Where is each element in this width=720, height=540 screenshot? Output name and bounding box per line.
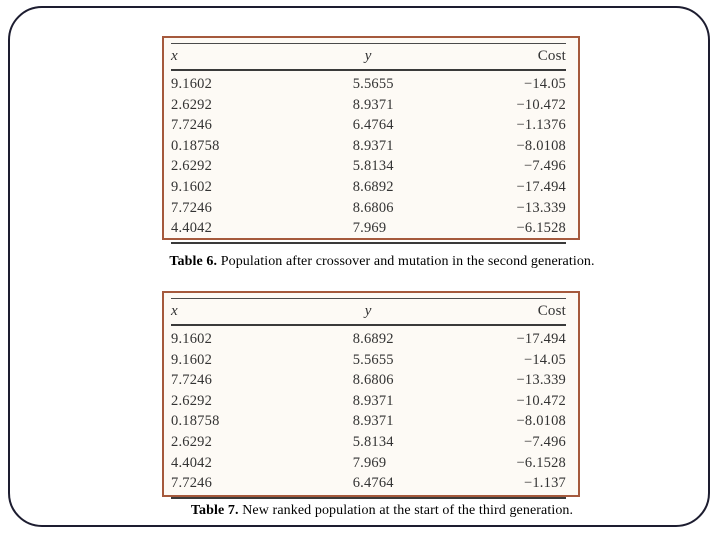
table6-caption: Table 6. Population after crossover and … xyxy=(40,254,720,270)
cell-y: 6.4764 xyxy=(352,117,394,134)
table6-caption-label: Table 6. xyxy=(169,254,218,269)
cell-x: 2.6292 xyxy=(171,96,213,113)
table6-scan-image: x y Cost 9.1602 5.5655 −14.05 2.6292 8.9… xyxy=(162,36,580,244)
table-row: 0.18758 8.9371 −8.0108 xyxy=(171,411,566,432)
cell-x: 0.18758 xyxy=(171,413,220,430)
cell-y: 7.969 xyxy=(352,454,387,471)
cell-y: 8.9371 xyxy=(352,137,394,154)
table6-header-y: y xyxy=(352,43,487,71)
table7-header-y: y xyxy=(352,298,487,326)
cell-y: 8.6806 xyxy=(352,199,394,216)
cell-cost: −14.05 xyxy=(523,76,566,93)
cell-x: 9.1602 xyxy=(171,351,213,368)
cell-y: 8.6892 xyxy=(352,179,394,196)
cell-y: 8.9371 xyxy=(352,392,394,409)
cell-cost: −6.1528 xyxy=(486,218,566,244)
cell-cost: −8.0108 xyxy=(516,413,566,430)
table6-header-x: x xyxy=(171,43,353,71)
table7-header-row: x y Cost xyxy=(171,298,566,326)
cell-cost: −13.339 xyxy=(516,372,566,389)
cell-cost: −17.494 xyxy=(516,179,566,196)
cell-y: 5.5655 xyxy=(352,76,394,93)
table-row: 9.1602 8.6892 −17.494 xyxy=(171,177,566,198)
cell-x: 4.4042 xyxy=(171,218,353,244)
cell-cost: −7.496 xyxy=(523,434,566,451)
table-row: 7.7246 8.6806 −13.339 xyxy=(171,370,566,391)
cell-y: 8.9371 xyxy=(352,96,394,113)
cell-x: 9.1602 xyxy=(171,76,213,93)
table-row: 2.6292 8.9371 −10.472 xyxy=(171,391,566,412)
table-row: 2.6292 5.8134 −7.496 xyxy=(171,432,566,453)
table-row: 9.1602 8.6892 −17.494 xyxy=(171,325,566,350)
cell-cost: −10.472 xyxy=(516,392,566,409)
cell-cost: −14.05 xyxy=(523,351,566,368)
cell-x: 4.4042 xyxy=(171,454,213,471)
table-row: 7.7246 6.4764 −1.1376 xyxy=(171,115,566,136)
table-row: 4.4042 7.969 −6.1528 xyxy=(171,453,566,474)
table7-caption-text: New ranked population at the start of th… xyxy=(242,503,574,518)
cell-cost: −1.1376 xyxy=(516,117,566,134)
table7-scan-image: x y Cost 9.1602 8.6892 −17.494 9.1602 5.… xyxy=(162,291,580,499)
cell-x: 7.7246 xyxy=(171,372,213,389)
table7: x y Cost 9.1602 8.6892 −17.494 9.1602 5.… xyxy=(171,298,566,499)
table-row: 9.1602 5.5655 −14.05 xyxy=(171,70,566,95)
cell-cost: −7.496 xyxy=(523,158,566,175)
table7-caption-label: Table 7. xyxy=(190,503,239,518)
cell-x: 7.7246 xyxy=(171,473,353,499)
table-row: 4.4042 7.969 −6.1528 xyxy=(171,218,566,244)
table6-header-row: x y Cost xyxy=(171,43,566,71)
cell-y: 8.6892 xyxy=(352,331,394,348)
slide-border xyxy=(8,6,710,527)
cell-y: 5.5655 xyxy=(352,351,394,368)
cell-x: 2.6292 xyxy=(171,434,213,451)
cell-cost: −8.0108 xyxy=(516,137,566,154)
cell-cost: −1.137 xyxy=(486,473,566,499)
table7-header-x: x xyxy=(171,298,353,326)
table-row: 0.18758 8.9371 −8.0108 xyxy=(171,136,566,157)
cell-cost: −13.339 xyxy=(516,199,566,216)
table-row: 7.7246 6.4764 −1.137 xyxy=(171,473,566,499)
cell-x: 2.6292 xyxy=(171,158,213,175)
cell-x: 0.18758 xyxy=(171,137,220,154)
table7-header-cost: Cost xyxy=(486,298,566,326)
cell-cost: −10.472 xyxy=(516,96,566,113)
table6: x y Cost 9.1602 5.5655 −14.05 2.6292 8.9… xyxy=(171,43,566,244)
cell-x: 7.7246 xyxy=(171,117,213,134)
cell-cost: −6.1528 xyxy=(516,454,566,471)
cell-y: 7.969 xyxy=(352,218,487,244)
table6-caption-text: Population after crossover and mutation … xyxy=(220,254,595,269)
cell-y: 8.9371 xyxy=(352,413,394,430)
table-row: 7.7246 8.6806 −13.339 xyxy=(171,198,566,219)
cell-x: 7.7246 xyxy=(171,199,213,216)
table-row: 2.6292 5.8134 −7.496 xyxy=(171,156,566,177)
cell-cost: −17.494 xyxy=(516,331,566,348)
table7-caption: Table 7. New ranked population at the st… xyxy=(40,503,720,519)
table-row: 2.6292 8.9371 −10.472 xyxy=(171,95,566,116)
cell-x: 9.1602 xyxy=(171,179,213,196)
cell-y: 5.8134 xyxy=(352,158,394,175)
cell-y: 5.8134 xyxy=(352,434,394,451)
cell-y: 6.4764 xyxy=(352,473,487,499)
cell-x: 9.1602 xyxy=(171,331,213,348)
cell-y: 8.6806 xyxy=(352,372,394,389)
table-row: 9.1602 5.5655 −14.05 xyxy=(171,350,566,371)
table6-header-cost: Cost xyxy=(486,43,566,71)
cell-x: 2.6292 xyxy=(171,392,213,409)
